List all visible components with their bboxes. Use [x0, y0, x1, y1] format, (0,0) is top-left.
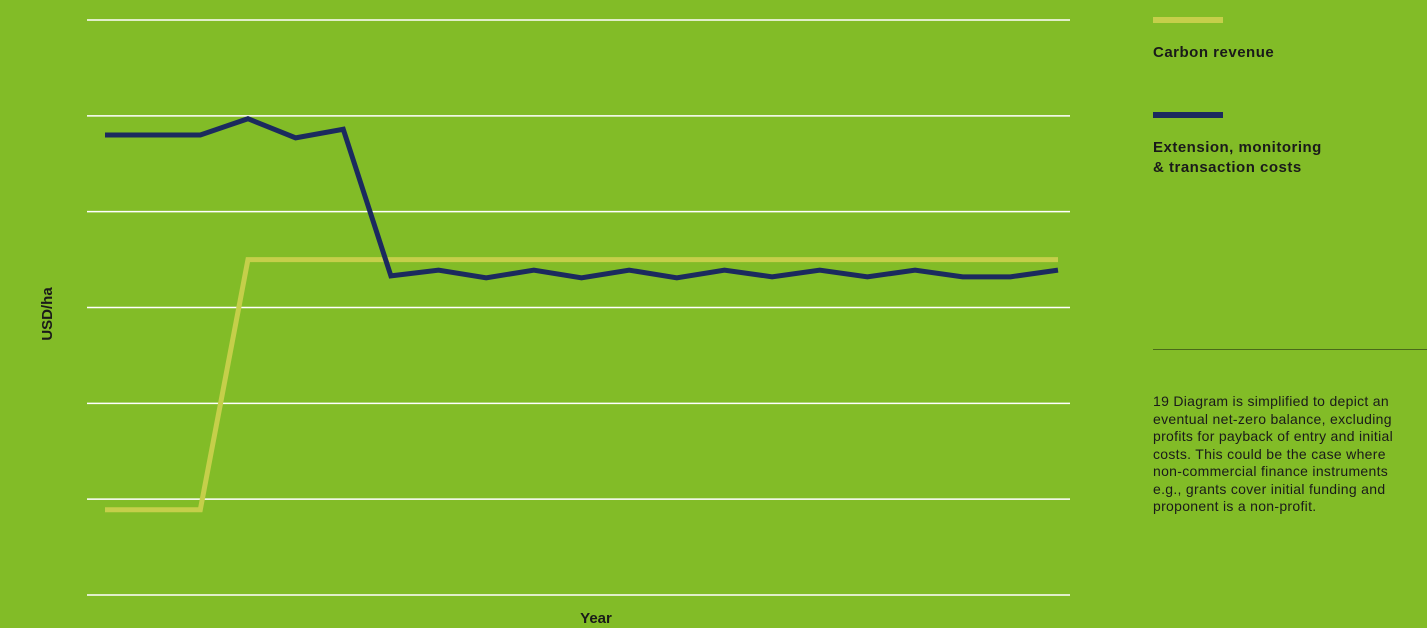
- footnote: 19 Diagram is simplified to depict an ev…: [1153, 393, 1394, 514]
- legend-label: Carbon revenue: [1153, 44, 1275, 61]
- y-axis-label: USD/ha: [39, 287, 56, 341]
- legend-swatch: [1153, 17, 1223, 23]
- legend-swatch: [1153, 112, 1223, 118]
- chart: Year USD/ha: [39, 19, 1070, 627]
- legend-label: Extension, monitoring & transaction cost…: [1153, 139, 1322, 176]
- x-axis-label: Year: [580, 610, 612, 627]
- data-line: [105, 116, 1059, 281]
- separator: [1153, 349, 1427, 350]
- data-line: [105, 257, 1058, 513]
